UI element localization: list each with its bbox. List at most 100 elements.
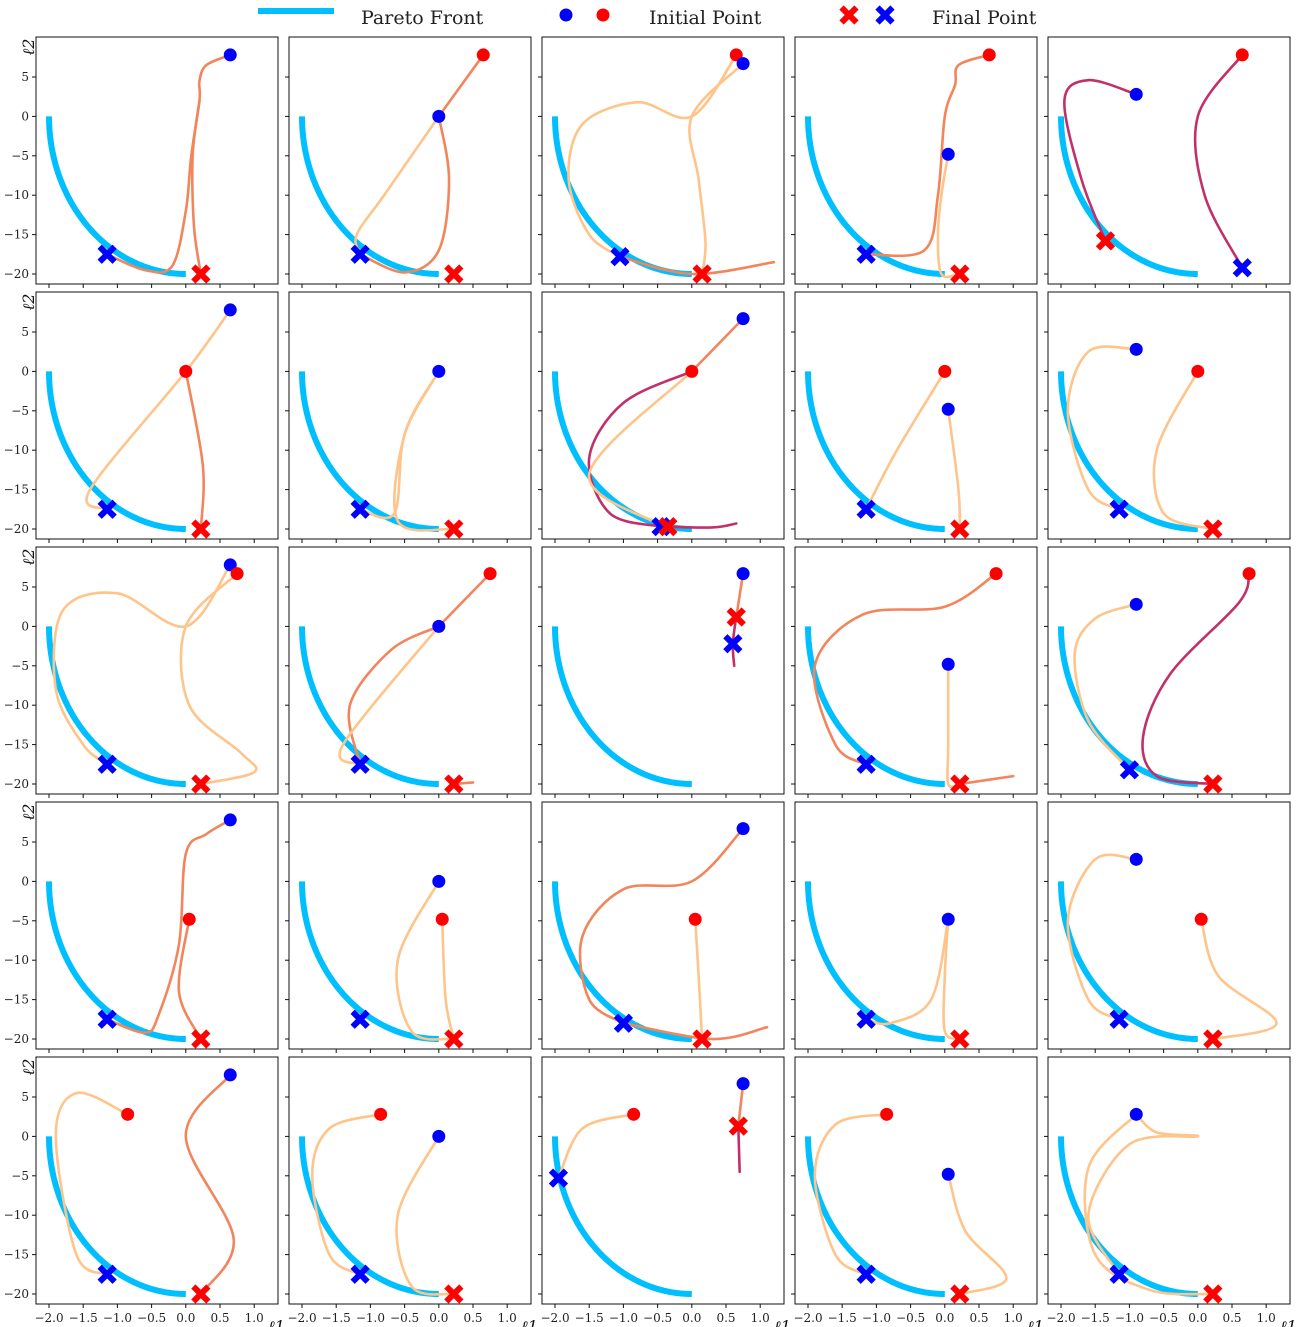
x-tick-label: −1.0	[103, 1311, 132, 1325]
axes-frame	[35, 1056, 279, 1305]
initial-point-red	[880, 1107, 894, 1121]
x-tick-label: −1.5	[1081, 1311, 1110, 1325]
panel-r0-c0: 5 0 −5 −10 −15 −20 ℓ2	[4, 36, 279, 288]
y-tick-label: −20	[4, 1032, 29, 1046]
initial-point-blue	[941, 1167, 955, 1181]
final-point-red	[658, 517, 678, 537]
panel-r3-c1	[285, 801, 532, 1053]
panel-r3-c2	[538, 801, 785, 1053]
legend-label-pareto: Pareto Front	[361, 7, 484, 29]
x-tick-label: 0.5	[969, 1311, 988, 1325]
final-point-blue	[856, 1264, 876, 1284]
pareto-front-line	[805, 626, 945, 787]
trajectory-1	[437, 572, 492, 628]
initial-point-blue	[432, 874, 446, 888]
trajectory-2	[1152, 370, 1215, 531]
initial-point-blue	[941, 912, 955, 926]
pareto-front-line	[299, 116, 439, 277]
y-tick-label: −5	[11, 659, 29, 673]
final-point-blue	[1109, 1009, 1129, 1029]
pareto-front-line	[805, 881, 945, 1042]
axes-frame	[288, 546, 532, 795]
y-tick-label: 5	[21, 70, 29, 84]
initial-point-red	[1191, 364, 1205, 378]
final-point-blue	[97, 499, 117, 519]
trajectory-1	[1087, 1113, 1200, 1276]
final-point-blue	[1109, 1264, 1129, 1284]
final-point-red	[191, 1284, 211, 1304]
initial-point-blue	[941, 657, 955, 671]
pareto-front-line	[552, 371, 692, 532]
legend-label-final: Final Point	[932, 7, 1037, 29]
final-point-red	[191, 774, 211, 794]
final-point-blue	[97, 754, 117, 774]
trajectory-3	[737, 1124, 741, 1174]
x-axis-label: ℓ1	[268, 1317, 285, 1327]
pareto-front-line	[46, 371, 186, 532]
y-tick-label: −20	[4, 267, 29, 281]
x-tick-label: 0.0	[682, 1311, 701, 1325]
panel-r1-c4	[1044, 291, 1291, 543]
final-point-blue	[97, 244, 117, 264]
x-axis-label: ℓ1	[1280, 1317, 1297, 1327]
initial-point-blue	[223, 813, 237, 827]
y-axis-label: ℓ2	[19, 549, 38, 566]
trajectory-2	[936, 152, 962, 279]
axes-frame	[1047, 546, 1291, 795]
final-point-red	[950, 774, 970, 794]
trajectory-1	[557, 1113, 635, 1180]
initial-point-blue	[736, 57, 750, 71]
y-tick-label: 5	[21, 1090, 29, 1104]
final-point-blue	[1232, 258, 1252, 278]
initial-point-blue	[1129, 87, 1143, 101]
x-axis-label: ℓ1	[521, 1317, 538, 1327]
final-point-blue	[548, 1168, 569, 1188]
initial-point-blue	[223, 303, 237, 317]
final-point-blue	[610, 247, 630, 267]
pareto-front-line	[805, 1136, 945, 1297]
x-tick-label: −1.5	[828, 1311, 857, 1325]
axes-frame	[541, 1056, 785, 1305]
axes-frame	[794, 36, 1038, 285]
panel-r4-c3: −2.0 −1.5 −1.0 −0.5 0.0 0.5 1.0 ℓ1	[791, 1056, 1044, 1327]
initial-point-blue	[432, 364, 446, 378]
final-point-blue	[856, 1009, 876, 1029]
x-tick-label: 0.0	[176, 1311, 195, 1325]
y-tick-label: −15	[4, 993, 29, 1007]
initial-point-blue	[736, 567, 750, 581]
final-point-blue	[350, 754, 370, 774]
trajectory-1	[864, 370, 947, 511]
axes-frame	[35, 546, 279, 795]
axes-frame	[794, 546, 1038, 795]
trajectory-1	[395, 880, 456, 1041]
initial-point-red	[476, 48, 490, 62]
y-tick-label: −15	[4, 483, 29, 497]
final-point-blue	[97, 1264, 117, 1284]
axes-frame	[541, 801, 785, 1050]
pareto-front-line	[1058, 371, 1198, 532]
trajectory-3	[587, 370, 694, 528]
pareto-front-line	[805, 371, 945, 532]
initial-point-red	[688, 912, 702, 926]
final-point-red	[1095, 231, 1116, 251]
trajectory-2	[942, 917, 962, 1041]
trajectory-2	[440, 917, 456, 1041]
x-tick-label: −0.5	[137, 1311, 166, 1325]
panel-r4-c4: −2.0 −1.5 −1.0 −0.5 0.0 0.5 1.0 ℓ1	[1044, 1056, 1297, 1327]
x-tick-label: 1.0	[1257, 1311, 1276, 1325]
final-point-red	[950, 264, 970, 284]
axes-frame	[35, 36, 279, 285]
panel-r3-c3	[791, 801, 1038, 1053]
panel-r4-c2: −2.0 −1.5 −1.0 −0.5 0.0 0.5 1.0 ℓ1	[538, 1056, 791, 1327]
panel-r2-c3	[791, 546, 1038, 798]
pareto-front-line	[46, 1136, 186, 1297]
axes-frame	[1047, 36, 1291, 285]
x-tick-label: −1.0	[1115, 1311, 1144, 1325]
legend-final-blue-x	[875, 5, 895, 25]
legend: Pareto Front Initial Point Final Point	[258, 5, 1037, 29]
initial-point-blue	[1129, 342, 1143, 356]
axes-frame	[288, 1056, 532, 1305]
trajectory-1	[812, 572, 998, 766]
final-point-red	[692, 264, 712, 284]
initial-point-blue	[736, 1077, 750, 1091]
